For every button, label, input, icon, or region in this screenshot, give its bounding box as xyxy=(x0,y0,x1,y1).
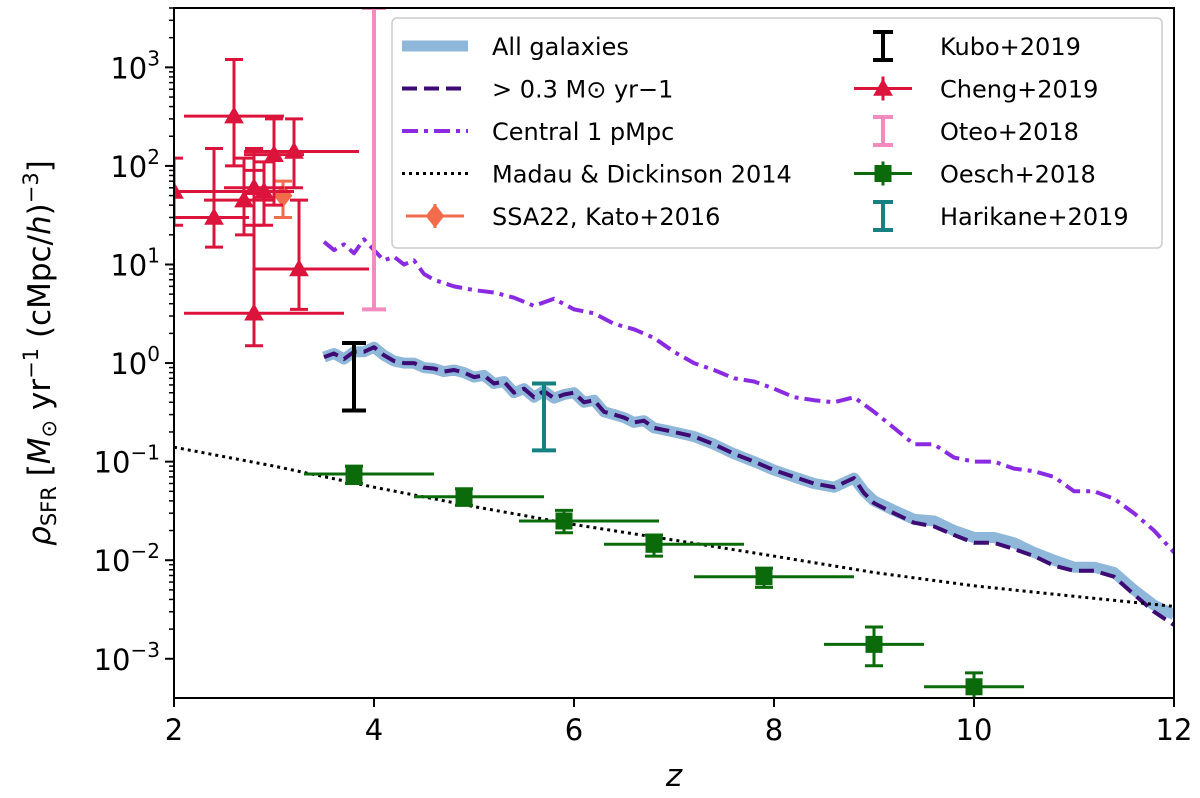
y-label-yr: yr xyxy=(22,379,58,420)
x-tick-label: 4 xyxy=(365,713,383,747)
marker-triangle xyxy=(234,190,254,208)
marker-square xyxy=(865,635,883,653)
legend-label: Central 1 pMpc xyxy=(492,118,674,146)
legend-item-kubo: Kubo+2019 xyxy=(873,30,1081,62)
data-point-oesch xyxy=(414,487,544,507)
marker-triangle xyxy=(284,141,304,159)
y-label-open: [ xyxy=(22,464,58,486)
data-point-cheng xyxy=(174,147,249,249)
series-line-madau xyxy=(174,445,1174,608)
axes: 2 4 6 8 10 12 10−3 10−2 10−1 100 101 102 103 xyxy=(94,7,1193,747)
legend-label: Kubo+2019 xyxy=(940,33,1081,61)
legend-label: All galaxies xyxy=(492,33,629,61)
y-label-yr-exp: −1 xyxy=(19,348,43,379)
legend-label: Cheng+2019 xyxy=(940,76,1098,104)
marker-triangle xyxy=(254,181,274,199)
legend-item-harikane: Harikane+2019 xyxy=(873,200,1129,232)
y-label-m: M xyxy=(22,437,58,464)
data-point-oesch xyxy=(924,671,1024,698)
legend-item-madau: Madau & Dickinson 2014 xyxy=(402,161,792,189)
y-tick-label: 102 xyxy=(110,145,160,184)
data-point-cheng xyxy=(254,198,369,311)
y-label-bracket-close: ] xyxy=(22,160,58,172)
y-label-close-exp: −3 xyxy=(19,172,43,203)
legend-label: SSA22, Kato+2016 xyxy=(492,203,720,231)
data-point-oesch xyxy=(604,533,744,558)
data-point-cheng xyxy=(204,156,274,237)
y-label-h: h xyxy=(22,215,58,235)
y-tick-label: 10−1 xyxy=(94,441,160,480)
marker-square xyxy=(555,512,573,530)
legend-item-kato: SSA22, Kato+2016 xyxy=(406,203,720,231)
data-point-cheng xyxy=(234,160,294,227)
legend-item-all: All galaxies xyxy=(402,33,629,61)
y-label-rho: ρ xyxy=(22,526,58,546)
x-axis-label: z xyxy=(665,758,683,794)
legend-label: Oesch+2018 xyxy=(940,161,1096,189)
data-point-oesch xyxy=(519,508,659,535)
series-line-central xyxy=(322,237,1174,554)
y-tick-label: 103 xyxy=(110,46,160,85)
y-label-units: (cMpc/ xyxy=(22,234,58,347)
marker-triangle xyxy=(204,207,224,225)
data-point-kato xyxy=(273,179,293,219)
legend-box xyxy=(391,17,1163,249)
data-point-cheng xyxy=(184,58,284,168)
marker-square xyxy=(455,488,473,506)
marker-triangle xyxy=(289,258,309,277)
marker-triangle xyxy=(224,106,244,124)
legend-item-sfr03: > 0.3 M⊙ yr−1 xyxy=(402,76,673,104)
data-point-cheng xyxy=(174,156,234,227)
y-label-sun: ⊙ xyxy=(37,420,61,438)
marker-square xyxy=(755,568,773,586)
x-tick-label: 6 xyxy=(565,713,583,747)
marker-square xyxy=(345,465,363,483)
y-axis-label: ρSFR [M⊙ yr−1 (cMpc/h)−3] xyxy=(19,160,61,546)
marker-triangle xyxy=(264,144,284,162)
data-point-oesch xyxy=(694,566,854,589)
data-point-kubo xyxy=(342,340,366,413)
legend-swatch-marker xyxy=(874,165,892,182)
marker-square xyxy=(965,678,983,696)
plot-frame xyxy=(173,7,1175,699)
legend-item-cheng: Cheng+2019 xyxy=(854,76,1098,104)
legend-item-oesch: Oesch+2018 xyxy=(854,161,1096,189)
legend-item-central: Central 1 pMpc xyxy=(402,118,674,146)
legend-label: Madau & Dickinson 2014 xyxy=(492,161,792,189)
x-tick-label: 10 xyxy=(956,713,993,747)
series-line-sfr03 xyxy=(323,345,1174,627)
y-tick-label: 101 xyxy=(110,243,160,282)
legend-label: > 0.3 M⊙ yr−1 xyxy=(492,76,673,104)
x-tick-label: 8 xyxy=(765,713,783,747)
marker-triangle xyxy=(244,303,264,321)
marker-diamond xyxy=(273,183,293,208)
data-point-oteo xyxy=(362,8,386,312)
legend: All galaxies > 0.3 M⊙ yr−1 Central 1 pMpc M… xyxy=(391,17,1163,249)
data-point-cheng xyxy=(184,168,344,348)
data-point-harikane xyxy=(532,381,556,453)
y-tick-label: 10−2 xyxy=(94,539,160,578)
x-tick-label: 12 xyxy=(1156,713,1193,747)
legend-item-oteo: Oteo+2018 xyxy=(873,115,1079,147)
y-tick-label: 100 xyxy=(110,342,160,381)
legend-label: Oteo+2018 xyxy=(940,118,1079,146)
data-point-oesch xyxy=(824,625,924,668)
marker-square xyxy=(645,535,663,553)
legend-swatch-marker xyxy=(425,204,445,228)
y-label-close: ) xyxy=(22,203,58,215)
data-point-oesch xyxy=(304,464,434,485)
legend-swatch-marker xyxy=(873,78,893,96)
plot-area xyxy=(174,8,1174,698)
data-point-cheng xyxy=(244,117,359,190)
marker-triangle xyxy=(174,181,184,199)
y-label-rho-sub: SFR xyxy=(37,486,61,526)
series-line-all xyxy=(322,341,1174,620)
y-tick-label: 10−3 xyxy=(94,638,160,677)
x-tick-label: 2 xyxy=(165,713,183,747)
legend-label: Harikane+2019 xyxy=(940,203,1129,231)
